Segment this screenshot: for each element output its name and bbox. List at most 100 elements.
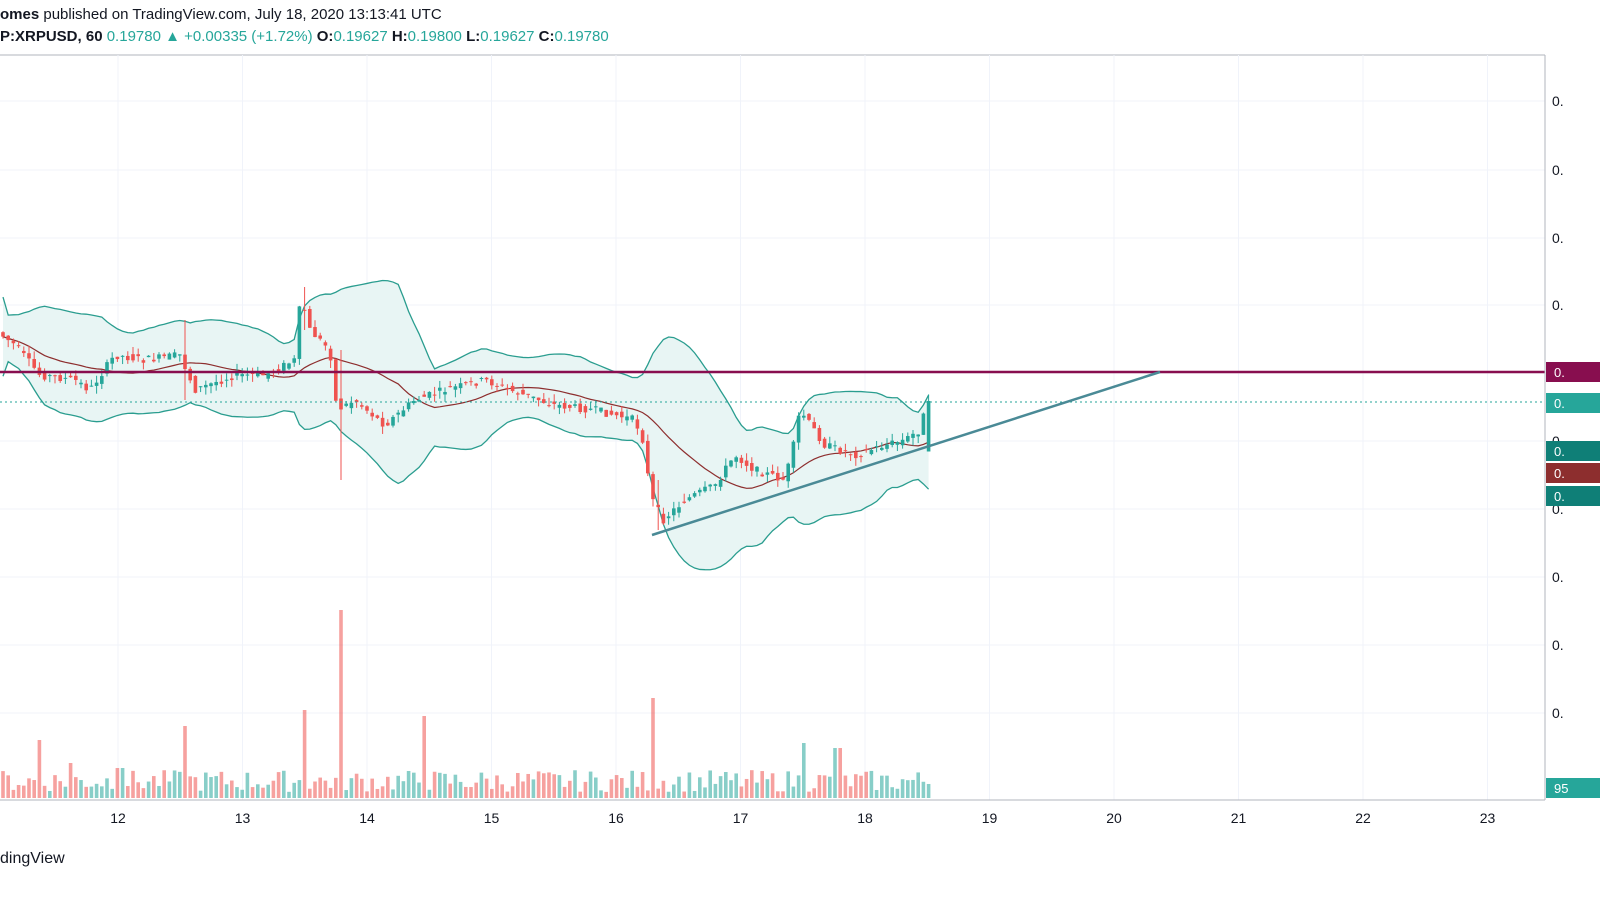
- band-fill: [3, 280, 929, 570]
- volume-bar: [812, 788, 816, 798]
- candle-body: [464, 382, 468, 384]
- candle-body: [282, 362, 286, 371]
- open-value: 0.19627: [333, 28, 388, 45]
- candle-body: [531, 396, 536, 399]
- candle-body: [817, 427, 822, 441]
- author-name[interactable]: omes: [0, 6, 40, 23]
- candle-body: [926, 401, 931, 452]
- volume-bar: [599, 790, 603, 798]
- candle-body: [609, 410, 614, 415]
- volume-bar: [417, 782, 421, 798]
- volume-bar: [22, 785, 26, 798]
- low-label: L:: [466, 28, 481, 45]
- candle-body: [791, 441, 796, 468]
- drawings[interactable]: [0, 370, 1545, 537]
- volume-bar: [219, 771, 224, 798]
- candle-body: [578, 403, 582, 413]
- volume-bar: [542, 773, 546, 798]
- candle-body: [526, 393, 530, 395]
- volume-bar: [583, 781, 588, 798]
- candle-body: [27, 353, 31, 359]
- volume-bar: [79, 780, 83, 798]
- volume-bar: [765, 779, 770, 798]
- volume-bar: [713, 783, 718, 798]
- candle-body: [224, 379, 229, 381]
- candle-body: [152, 359, 156, 362]
- volume-bar: [354, 773, 359, 798]
- candle-body: [713, 484, 718, 486]
- volume-bar: [240, 789, 244, 798]
- volume-bar: [292, 782, 296, 798]
- candle-body: [266, 373, 270, 379]
- volume-bar: [833, 748, 837, 798]
- candle-body: [391, 416, 395, 426]
- volume-bar: [287, 791, 291, 798]
- candle-body: [750, 463, 754, 471]
- volume-bar: [105, 778, 109, 798]
- volume-bar: [880, 775, 884, 798]
- volume-bar: [188, 776, 192, 798]
- volume-bar: [682, 791, 686, 798]
- ascending-trendline[interactable]: [651, 370, 1161, 537]
- candle-body: [422, 394, 426, 397]
- candle-body: [646, 440, 650, 474]
- x-tick-label: 12: [110, 810, 126, 826]
- candle-body: [744, 460, 749, 466]
- brand-label[interactable]: dingView: [0, 850, 65, 867]
- price-badge-label: 95: [1554, 781, 1568, 796]
- volume-bar: [895, 788, 900, 798]
- x-tick-label: 21: [1231, 810, 1247, 826]
- volume-bar: [58, 781, 62, 798]
- candle-body: [755, 466, 759, 472]
- volume-bar: [235, 787, 239, 798]
- volume-bar: [297, 780, 302, 798]
- candle-body: [687, 497, 692, 501]
- high-label: H:: [391, 28, 408, 45]
- volume-bar: [68, 763, 73, 798]
- volume-bar: [692, 790, 697, 798]
- volume-bar: [42, 785, 47, 798]
- volume-bar: [32, 780, 36, 798]
- candle-body: [682, 501, 686, 503]
- candle-body: [469, 381, 473, 383]
- y-tick-label: 0.: [1552, 297, 1564, 313]
- volume-bar: [646, 790, 650, 798]
- candle-body: [807, 413, 811, 420]
- candle-body: [126, 355, 130, 361]
- volume-bar: [651, 698, 655, 798]
- publish-info: published on TradingView.com, July 18, 2…: [43, 6, 442, 23]
- candle-body: [802, 415, 806, 418]
- candle-body: [557, 404, 562, 408]
- candle-body: [417, 399, 421, 402]
- volume-bar: [266, 784, 270, 798]
- candle-body: [900, 439, 905, 446]
- candle-body: [828, 443, 832, 449]
- volume-bar: [126, 786, 130, 798]
- volume-bar: [313, 781, 317, 798]
- volume-bar: [193, 777, 198, 798]
- candle-body: [157, 354, 161, 359]
- candle-body: [240, 374, 244, 377]
- volume-bar: [921, 781, 926, 798]
- candle-body: [256, 372, 260, 377]
- candle-body: [406, 402, 411, 410]
- y-tick-label: 0.: [1552, 501, 1564, 517]
- volume-bar: [770, 773, 775, 798]
- y-tick-label: 0.: [1552, 705, 1564, 721]
- volume-bar: [562, 786, 567, 798]
- candle-body: [594, 406, 598, 408]
- volume-bar: [656, 788, 660, 798]
- candle-body: [334, 359, 338, 401]
- candle-body: [666, 516, 671, 519]
- volume-bar: [453, 774, 458, 798]
- volume-bar: [136, 782, 140, 798]
- volume-bar: [386, 776, 390, 798]
- volume-bar: [152, 776, 156, 798]
- volume-bar: [568, 780, 572, 798]
- x-tick-label: 23: [1480, 810, 1496, 826]
- band-upper-line: [2, 279, 930, 435]
- volume-bar: [1, 771, 5, 798]
- volume-bar: [183, 726, 187, 798]
- candle-body: [661, 513, 666, 524]
